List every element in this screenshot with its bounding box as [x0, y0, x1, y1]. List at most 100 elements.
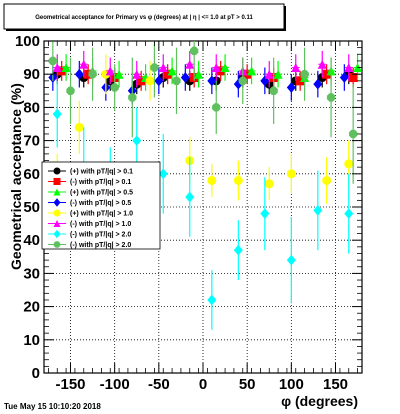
- legend-label: (-) with pT/|q| > 2.0: [70, 242, 131, 249]
- data-point: [163, 69, 173, 79]
- data-point: [286, 169, 296, 179]
- data-point: [233, 175, 243, 185]
- data-point: [66, 86, 75, 95]
- data-point: [105, 66, 115, 76]
- data-point: [132, 69, 142, 79]
- data-point: [326, 93, 336, 102]
- legend-entry: (+) with pT/|q| > 0.5: [48, 188, 133, 197]
- data-point: [339, 72, 349, 83]
- legend-label: (-) with pT/|q| > 0.1: [70, 179, 131, 186]
- legend-marker: [53, 178, 61, 185]
- y-tick-label: 100: [15, 33, 40, 50]
- data-point: [348, 73, 358, 83]
- data-point: [110, 83, 119, 92]
- data-point: [172, 76, 181, 85]
- y-tick-label: 80: [23, 99, 40, 116]
- data-point: [74, 122, 84, 132]
- x-tick-label: 0: [199, 376, 207, 393]
- x-tick-label: 50: [239, 376, 256, 393]
- chart-title: Geometrical acceptance for Primary vs φ …: [35, 15, 253, 21]
- data-point: [313, 204, 323, 216]
- axis-tick-labels: -150 -100 -50 0 50 100 150 0 10 20 30 40 50 60 70 80 90 1…: [15, 33, 348, 393]
- data-point: [233, 244, 243, 256]
- data-point: [83, 69, 93, 79]
- data-point: [264, 179, 274, 189]
- data-point: [180, 72, 190, 83]
- data-point: [154, 75, 164, 87]
- legend-label: (+) with pT/|q| > 1.0: [70, 211, 133, 218]
- legend-entry: (-) with pT/|q| > 1.0: [48, 220, 131, 228]
- legend-marker: [53, 167, 61, 175]
- legend-marker: [53, 229, 61, 239]
- data-point: [273, 69, 283, 79]
- x-tick-label: -50: [148, 376, 170, 393]
- data-point: [344, 63, 354, 73]
- y-tick-label: 40: [23, 232, 40, 249]
- legend-marker: [53, 188, 61, 196]
- data-point: [207, 75, 217, 87]
- data-point: [242, 69, 252, 79]
- y-tick-label: 90: [23, 66, 40, 83]
- data-point: [238, 76, 247, 85]
- data-point: [185, 191, 195, 203]
- x-tick-label: 100: [279, 376, 304, 393]
- data-point: [114, 69, 124, 79]
- x-tick-label: 150: [323, 376, 348, 393]
- data-point: [295, 76, 305, 86]
- data-point: [136, 76, 146, 86]
- legend-label: (-) with pT/|q| > 1.0: [70, 221, 131, 228]
- legend-marker: [53, 241, 61, 248]
- data-point: [57, 66, 67, 76]
- data-point: [233, 78, 243, 90]
- legend-label: (+) with pT/|q| > 0.5: [70, 190, 133, 197]
- x-axis-title: φ (degrees): [281, 393, 358, 409]
- data-point: [317, 59, 327, 69]
- data-point: [158, 63, 168, 73]
- data-point: [74, 68, 84, 80]
- data-point: [211, 63, 221, 73]
- data-point: [286, 254, 296, 266]
- legend-entry: (-) with pT/|q| > 0.1: [48, 178, 131, 186]
- chart-title-box: Geometrical acceptance for Primary vs φ …: [3, 3, 286, 31]
- data-point: [52, 63, 62, 73]
- legend-entry: (+) with pT/|q| > 1.0: [48, 209, 133, 218]
- data-point: [344, 159, 354, 169]
- data-point: [264, 69, 274, 79]
- legend-entry: (-) with pT/|q| > 2.0: [48, 241, 131, 249]
- legend-marker: [53, 209, 61, 217]
- data-point: [128, 93, 137, 102]
- legend-marker: [53, 198, 61, 207]
- y-tick-label: 60: [23, 166, 40, 183]
- data-point: [207, 175, 217, 185]
- y-tick-label: 70: [23, 133, 40, 150]
- x-tick-label: -150: [55, 376, 85, 393]
- data-point: [185, 59, 195, 69]
- data-point: [158, 168, 168, 180]
- data-point: [260, 208, 270, 220]
- data-layer: [48, 41, 363, 330]
- y-tick-label: 0: [32, 365, 40, 382]
- legend-label: (-) with pT/|q| > 2.0: [70, 232, 131, 239]
- data-point: [269, 86, 278, 95]
- legend-entry: (+) with pT/|q| > 0.1: [48, 167, 133, 176]
- y-tick-label: 10: [23, 332, 40, 349]
- data-point: [190, 46, 199, 56]
- data-point: [247, 66, 257, 76]
- data-point: [216, 66, 226, 76]
- data-point: [313, 78, 323, 90]
- legend-entry: (-) with pT/|q| > 2.0: [48, 229, 131, 239]
- data-point: [349, 129, 358, 139]
- data-point: [52, 108, 62, 120]
- data-point: [344, 208, 354, 220]
- data-point: [132, 135, 142, 146]
- data-point: [194, 69, 204, 79]
- legend: (+) with pT/|q| > 0.1 (-) with pT/|q| > 0…: [41, 161, 161, 250]
- data-point: [212, 103, 221, 112]
- data-point: [150, 63, 159, 72]
- data-point: [291, 63, 301, 73]
- data-point: [61, 63, 71, 73]
- legend-entry: (-) with pT/|q| > 0.5: [48, 198, 131, 207]
- data-point: [322, 69, 332, 79]
- x-tick-label: -100: [100, 376, 130, 393]
